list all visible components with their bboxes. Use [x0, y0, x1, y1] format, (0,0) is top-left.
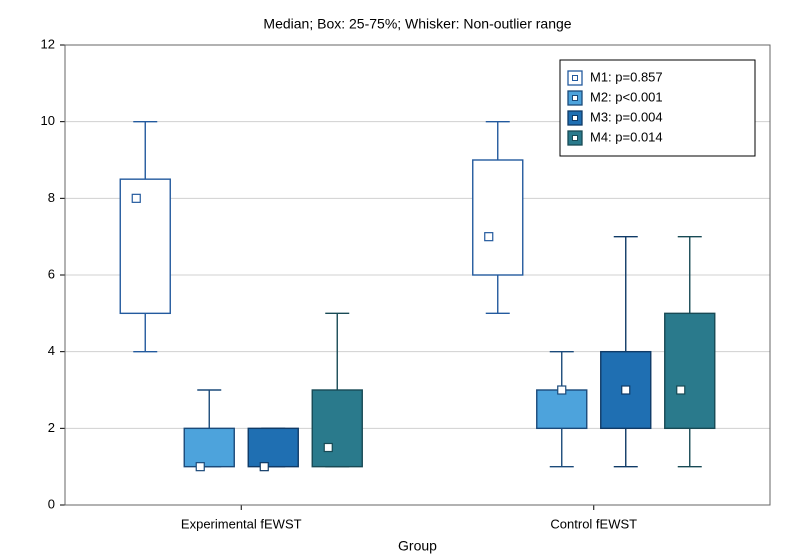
svg-text:0: 0 [48, 496, 55, 511]
svg-text:2: 2 [48, 420, 55, 435]
svg-text:M2: p<0.001: M2: p<0.001 [590, 89, 663, 104]
svg-text:M4: p=0.014: M4: p=0.014 [590, 129, 663, 144]
svg-text:M1: p=0.857: M1: p=0.857 [590, 69, 663, 84]
svg-text:12: 12 [41, 36, 55, 51]
chart-svg: 0 2 4 6 8 10 12 Median; Box: 25-75%; Whisker: N… [0, 0, 800, 560]
svg-text:Group: Group [398, 538, 437, 554]
svg-text:Control fEWST: Control fEWST [550, 516, 637, 531]
boxplot-chart: 0 2 4 6 8 10 12 Median; Box: 25-75%; Whisker: N… [0, 0, 800, 560]
svg-text:Median; Box: 25-75%; Whisker:: Median; Box: 25-75%; Whisker: Non-outlie… [263, 16, 571, 32]
svg-text:4: 4 [48, 343, 55, 358]
svg-text:6: 6 [48, 266, 55, 281]
svg-text:M3: p=0.004: M3: p=0.004 [590, 109, 663, 124]
svg-text:Experimental fEWST: Experimental fEWST [181, 516, 302, 531]
svg-text:10: 10 [41, 113, 55, 128]
svg-text:8: 8 [48, 190, 55, 205]
